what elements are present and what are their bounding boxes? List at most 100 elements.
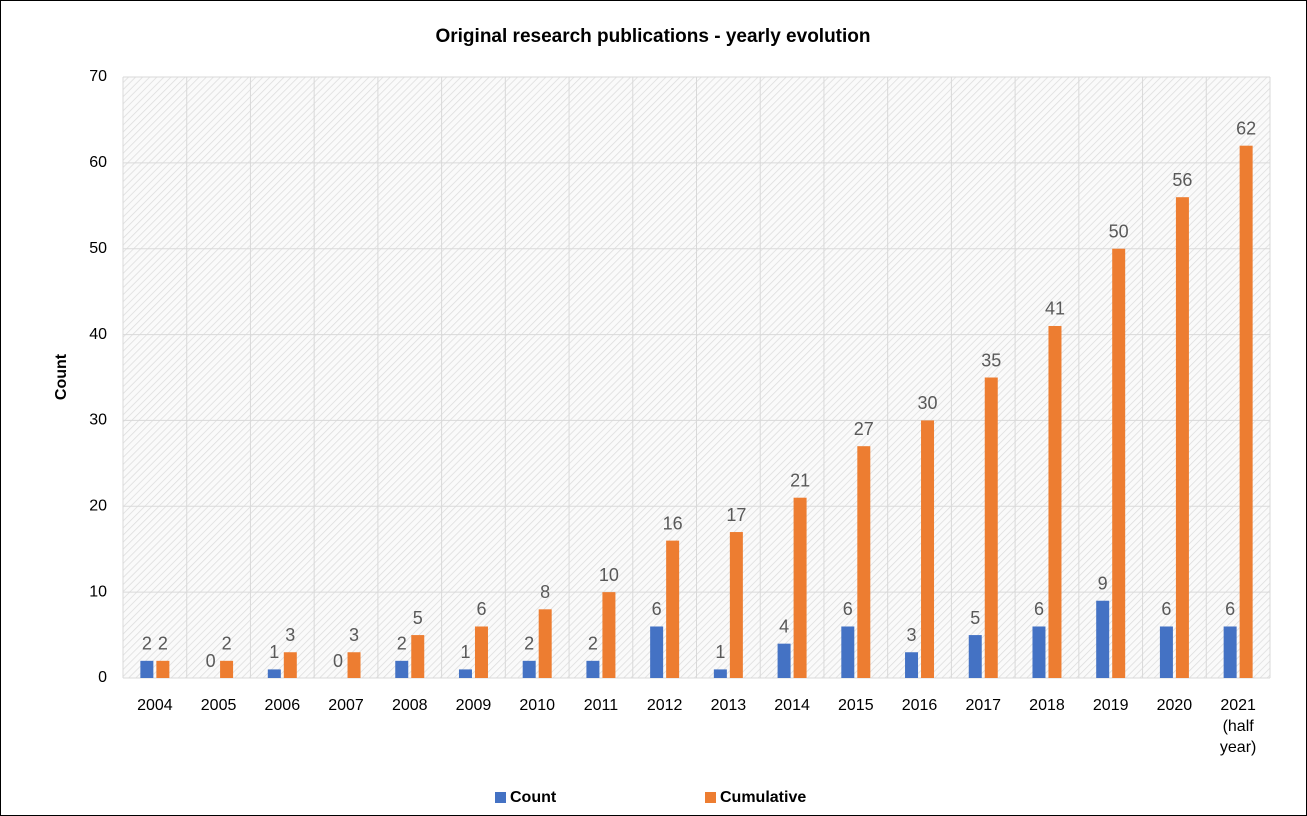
bar (857, 446, 871, 678)
legend-swatch (495, 792, 506, 803)
x-tick-label: 2012 (646, 697, 683, 714)
x-tick-label: 2011 (583, 697, 619, 714)
data-label: 3 (907, 625, 917, 645)
bar (538, 609, 552, 678)
data-label: 16 (663, 513, 683, 533)
bar (586, 660, 600, 678)
legend-label: Count (510, 789, 557, 806)
x-tick-label: 2008 (391, 697, 428, 714)
bar (411, 635, 425, 678)
bar (713, 669, 727, 678)
bar (968, 635, 982, 678)
x-tick-label: 2020 (1156, 697, 1193, 714)
data-label: 4 (779, 616, 789, 636)
y-tick-label: 10 (89, 583, 107, 600)
bar (905, 652, 919, 678)
data-label: 6 (1161, 599, 1171, 619)
data-label: 0 (206, 651, 216, 671)
y-tick-label: 0 (98, 669, 107, 686)
bar (1112, 248, 1126, 678)
data-label: 6 (476, 599, 486, 619)
data-label: 1 (715, 642, 725, 662)
data-label: 62 (1236, 118, 1256, 138)
data-label: 3 (285, 625, 295, 645)
x-tick-label: 2004 (137, 697, 173, 714)
bar (793, 497, 807, 678)
bar (474, 626, 488, 678)
data-label: 6 (1225, 599, 1235, 619)
chart-title: Original research publications - yearly … (435, 26, 870, 47)
x-tick-label: 2005 (200, 697, 237, 714)
bar (522, 660, 536, 678)
data-label: 6 (1034, 599, 1044, 619)
bar (283, 652, 297, 678)
data-label: 6 (652, 599, 662, 619)
x-tick-label: 2015 (838, 697, 874, 714)
data-label: 27 (854, 419, 874, 439)
data-label: 0 (333, 651, 343, 671)
data-label: 10 (599, 565, 619, 585)
bar (347, 652, 361, 678)
bar (156, 660, 170, 678)
x-tick-label: 2007 (328, 697, 364, 714)
bar (140, 660, 154, 678)
bar (666, 540, 680, 678)
y-tick-label: 70 (89, 68, 107, 85)
data-label: 17 (726, 505, 746, 525)
x-tick-label: 2016 (901, 697, 938, 714)
x-tick-label: 2009 (455, 697, 492, 714)
x-tick-label: 2017 (965, 697, 1002, 714)
x-tick-label: 2018 (1029, 697, 1065, 714)
bar (1159, 626, 1173, 678)
data-label: 30 (918, 393, 938, 413)
bar (1096, 600, 1110, 678)
data-label: 2 (524, 634, 534, 654)
data-label: 1 (269, 642, 279, 662)
y-tick-label: 30 (89, 412, 107, 429)
bar (777, 643, 791, 678)
data-label: 1 (460, 642, 470, 662)
bar (1175, 197, 1189, 678)
data-label: 21 (790, 470, 810, 490)
y-tick-label: 20 (89, 498, 107, 515)
legend-swatch (705, 792, 716, 803)
x-tick-label: 2019 (1092, 697, 1129, 714)
data-label: 50 (1109, 221, 1129, 241)
bar (841, 626, 855, 678)
data-label: 9 (1098, 573, 1108, 593)
data-label: 2 (222, 634, 232, 654)
x-tick-label: 2006 (264, 697, 301, 714)
bar (921, 420, 935, 678)
data-label: 2 (158, 634, 168, 654)
y-tick-label: 40 (89, 326, 107, 343)
bar (1048, 325, 1062, 678)
bar (458, 669, 472, 678)
bar (1032, 626, 1046, 678)
bar (267, 669, 281, 678)
bar (984, 377, 998, 678)
bar (1239, 145, 1253, 678)
data-label: 5 (413, 608, 423, 628)
x-tick-label: 2014 (774, 697, 810, 714)
bar (1223, 626, 1237, 678)
data-label: 35 (981, 350, 1001, 370)
data-label: 6 (843, 599, 853, 619)
legend-label: Cumulative (720, 789, 806, 806)
data-label: 5 (970, 608, 980, 628)
data-label: 2 (397, 634, 407, 654)
data-label: 2 (588, 634, 598, 654)
y-axis-label: Count (53, 353, 70, 400)
y-tick-label: 60 (89, 154, 107, 171)
bar (220, 660, 234, 678)
data-label: 2 (142, 634, 152, 654)
bar (395, 660, 409, 678)
data-label: 8 (540, 582, 550, 602)
x-tick-label: 2013 (710, 697, 747, 714)
data-label: 41 (1045, 299, 1065, 319)
bar (729, 532, 743, 678)
x-tick-label: 2021 (half year) (1219, 697, 1257, 756)
bar (602, 592, 616, 678)
bar (650, 626, 664, 678)
